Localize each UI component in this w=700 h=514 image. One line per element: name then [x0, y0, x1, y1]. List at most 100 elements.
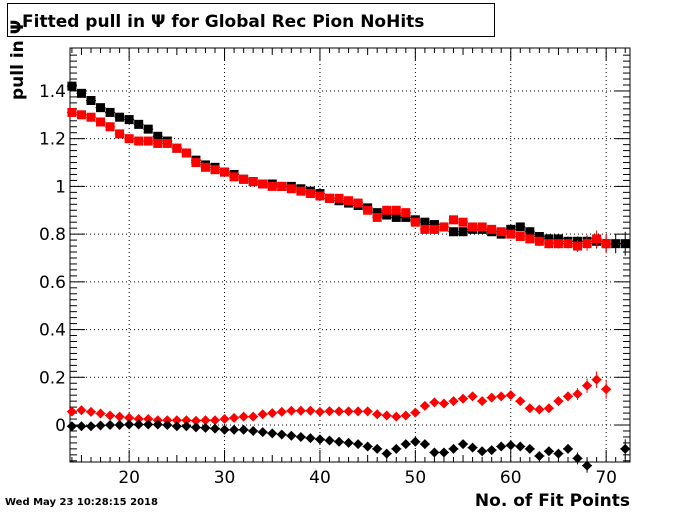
- data-point-diamond: [372, 443, 383, 454]
- data-point-diamond: [210, 415, 221, 426]
- data-point-diamond: [114, 420, 125, 431]
- data-point-square: [344, 196, 354, 206]
- data-point-square: [449, 215, 459, 225]
- data-point-diamond: [353, 439, 364, 450]
- data-point-diamond: [248, 425, 259, 436]
- data-point-diamond: [66, 421, 77, 432]
- data-series: [66, 81, 631, 473]
- data-point-diamond: [324, 435, 335, 446]
- data-point-square: [115, 112, 125, 122]
- data-point-square: [525, 234, 535, 244]
- data-point-square: [96, 117, 106, 127]
- data-point-square: [277, 181, 287, 191]
- data-point-square: [620, 239, 630, 249]
- data-point-square: [258, 179, 268, 189]
- chart-title: Fitted pull in Ψ for Global Rec Pion NoH…: [22, 12, 425, 32]
- data-point-diamond: [362, 406, 373, 417]
- x-tick-label: 70: [595, 468, 617, 488]
- data-point-diamond: [410, 436, 421, 447]
- data-point-square: [611, 239, 621, 249]
- data-point-diamond: [582, 460, 593, 471]
- data-point-diamond: [238, 411, 249, 422]
- data-point-diamond: [458, 393, 469, 404]
- data-point-square: [515, 232, 525, 242]
- data-point-square: [353, 198, 363, 208]
- data-point-diamond: [295, 431, 306, 442]
- data-point-diamond: [143, 414, 154, 425]
- y-axis-label: pull in Ψ: [8, 19, 28, 100]
- data-point-square: [296, 186, 306, 196]
- data-point-diamond: [515, 441, 526, 452]
- data-point-square: [315, 191, 325, 201]
- data-point-square: [515, 222, 525, 232]
- data-point-diamond: [276, 406, 287, 417]
- data-point-diamond: [477, 396, 488, 407]
- data-point-square: [391, 205, 401, 215]
- data-point-square: [105, 107, 115, 117]
- data-point-diamond: [400, 439, 411, 450]
- data-point-diamond: [85, 421, 96, 432]
- x-tick-label: 30: [214, 468, 236, 488]
- data-point-diamond: [143, 419, 154, 430]
- data-point-diamond: [171, 415, 182, 426]
- data-point-diamond: [95, 408, 106, 419]
- data-point-diamond: [334, 436, 345, 447]
- y-tick-label: 0.6: [39, 273, 66, 293]
- x-tick-label: 50: [405, 468, 427, 488]
- data-point-diamond: [114, 411, 125, 422]
- data-point-diamond: [276, 429, 287, 440]
- data-point-square: [534, 236, 544, 246]
- data-point-square: [382, 205, 392, 215]
- data-point-diamond: [534, 451, 545, 462]
- data-point-diamond: [286, 405, 297, 416]
- data-point-square: [372, 208, 382, 218]
- data-point-diamond: [124, 412, 135, 423]
- data-point-diamond: [238, 424, 249, 435]
- data-point-diamond: [95, 420, 106, 431]
- data-point-diamond: [562, 443, 573, 454]
- data-point-square: [172, 143, 182, 153]
- data-point-square: [382, 210, 392, 220]
- data-point-square: [487, 224, 497, 234]
- data-point-diamond: [200, 422, 211, 433]
- series-2: [66, 371, 612, 426]
- data-point-diamond: [210, 423, 221, 434]
- data-point-diamond: [391, 443, 402, 454]
- data-point-square: [86, 112, 96, 122]
- data-point-diamond: [419, 439, 430, 450]
- data-point-square: [391, 212, 401, 222]
- axis-ticks: [70, 48, 630, 462]
- data-point-diamond: [267, 428, 278, 439]
- x-tick-label: 60: [500, 468, 522, 488]
- data-point-diamond: [66, 406, 77, 417]
- data-point-diamond: [353, 406, 364, 417]
- data-point-square: [305, 189, 315, 199]
- chart-title-box: Fitted pull in Ψ for Global Rec Pion NoH…: [7, 3, 495, 37]
- data-point-square: [458, 217, 468, 227]
- data-point-diamond: [76, 421, 87, 432]
- data-point-diamond: [429, 397, 440, 408]
- data-point-square: [525, 227, 535, 237]
- x-tick-label: 40: [309, 468, 331, 488]
- data-point-diamond: [190, 415, 201, 426]
- data-point-square: [286, 184, 296, 194]
- data-point-square: [210, 165, 220, 175]
- data-point-diamond: [248, 411, 259, 422]
- data-point-diamond: [524, 443, 535, 454]
- data-point-diamond: [133, 414, 144, 425]
- data-point-diamond: [486, 392, 497, 403]
- data-point-square: [410, 217, 420, 227]
- data-point-square: [267, 181, 277, 191]
- data-point-diamond: [295, 405, 306, 416]
- data-point-diamond: [582, 380, 593, 391]
- data-point-square: [468, 222, 478, 232]
- data-point-diamond: [419, 400, 430, 411]
- data-point-square: [143, 124, 153, 134]
- data-point-diamond: [190, 422, 201, 433]
- data-point-diamond: [372, 409, 383, 420]
- data-point-diamond: [200, 415, 211, 426]
- data-point-square: [573, 241, 583, 251]
- data-point-square: [191, 158, 201, 168]
- data-point-square: [429, 224, 439, 234]
- data-point-diamond: [591, 374, 602, 385]
